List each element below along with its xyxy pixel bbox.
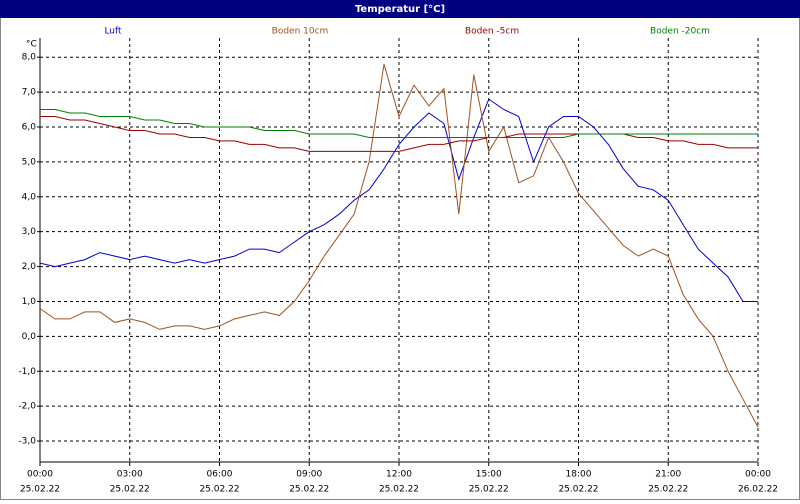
x-tick-label: 21:00 — [655, 470, 681, 480]
x-tick-date: 25.02.22 — [469, 485, 509, 495]
series-line — [40, 109, 758, 138]
y-tick-label: 1,0 — [22, 297, 37, 307]
series-line — [40, 116, 758, 152]
y-tick-label: -2,0 — [18, 402, 36, 412]
x-tick-date: 25.02.22 — [199, 485, 239, 495]
x-tick-date: 25.02.22 — [20, 485, 60, 495]
y-tick-label: 5,0 — [22, 157, 37, 167]
legend-entry: Luft — [104, 27, 122, 37]
x-tick-date: 25.02.22 — [379, 485, 419, 495]
x-tick-label: 00:00 — [27, 470, 53, 480]
x-tick-date: 25.02.22 — [648, 485, 688, 495]
x-tick-label: 18:00 — [566, 470, 592, 480]
x-tick-date: 25.02.22 — [110, 485, 150, 495]
y-tick-label: -1,0 — [18, 367, 36, 377]
x-tick-date: 25.02.22 — [558, 485, 598, 495]
x-tick-label: 00:00 — [745, 470, 771, 480]
title-bar — [0, 0, 800, 18]
series-line — [39, 64, 759, 428]
x-tick-date: 25.02.22 — [289, 485, 329, 495]
legend-entry: Boden 10cm — [272, 27, 329, 37]
y-unit: °C — [26, 40, 37, 50]
y-tick-label: 0,0 — [22, 332, 37, 342]
x-tick-date: 26.02.22 — [738, 485, 778, 495]
y-tick-label: 6,0 — [22, 122, 37, 132]
y-tick-label: 3,0 — [22, 227, 37, 237]
y-tick-label: -3,0 — [18, 437, 36, 447]
y-tick-label: 8,0 — [22, 53, 37, 63]
y-tick-label: 7,0 — [22, 88, 37, 98]
y-tick-label: 4,0 — [22, 192, 37, 202]
series-line — [39, 98, 758, 302]
x-tick-label: 06:00 — [207, 470, 233, 480]
x-tick-label: 09:00 — [296, 470, 322, 480]
legend-entry: Boden -5cm — [465, 27, 519, 37]
y-tick-label: 2,0 — [22, 262, 37, 272]
legend-entry: Boden -20cm — [650, 27, 710, 37]
x-tick-label: 15:00 — [476, 470, 502, 480]
x-tick-label: 03:00 — [117, 470, 143, 480]
x-tick-label: 12:00 — [386, 470, 412, 480]
chart-title: Temperatur [°C] — [355, 4, 445, 15]
